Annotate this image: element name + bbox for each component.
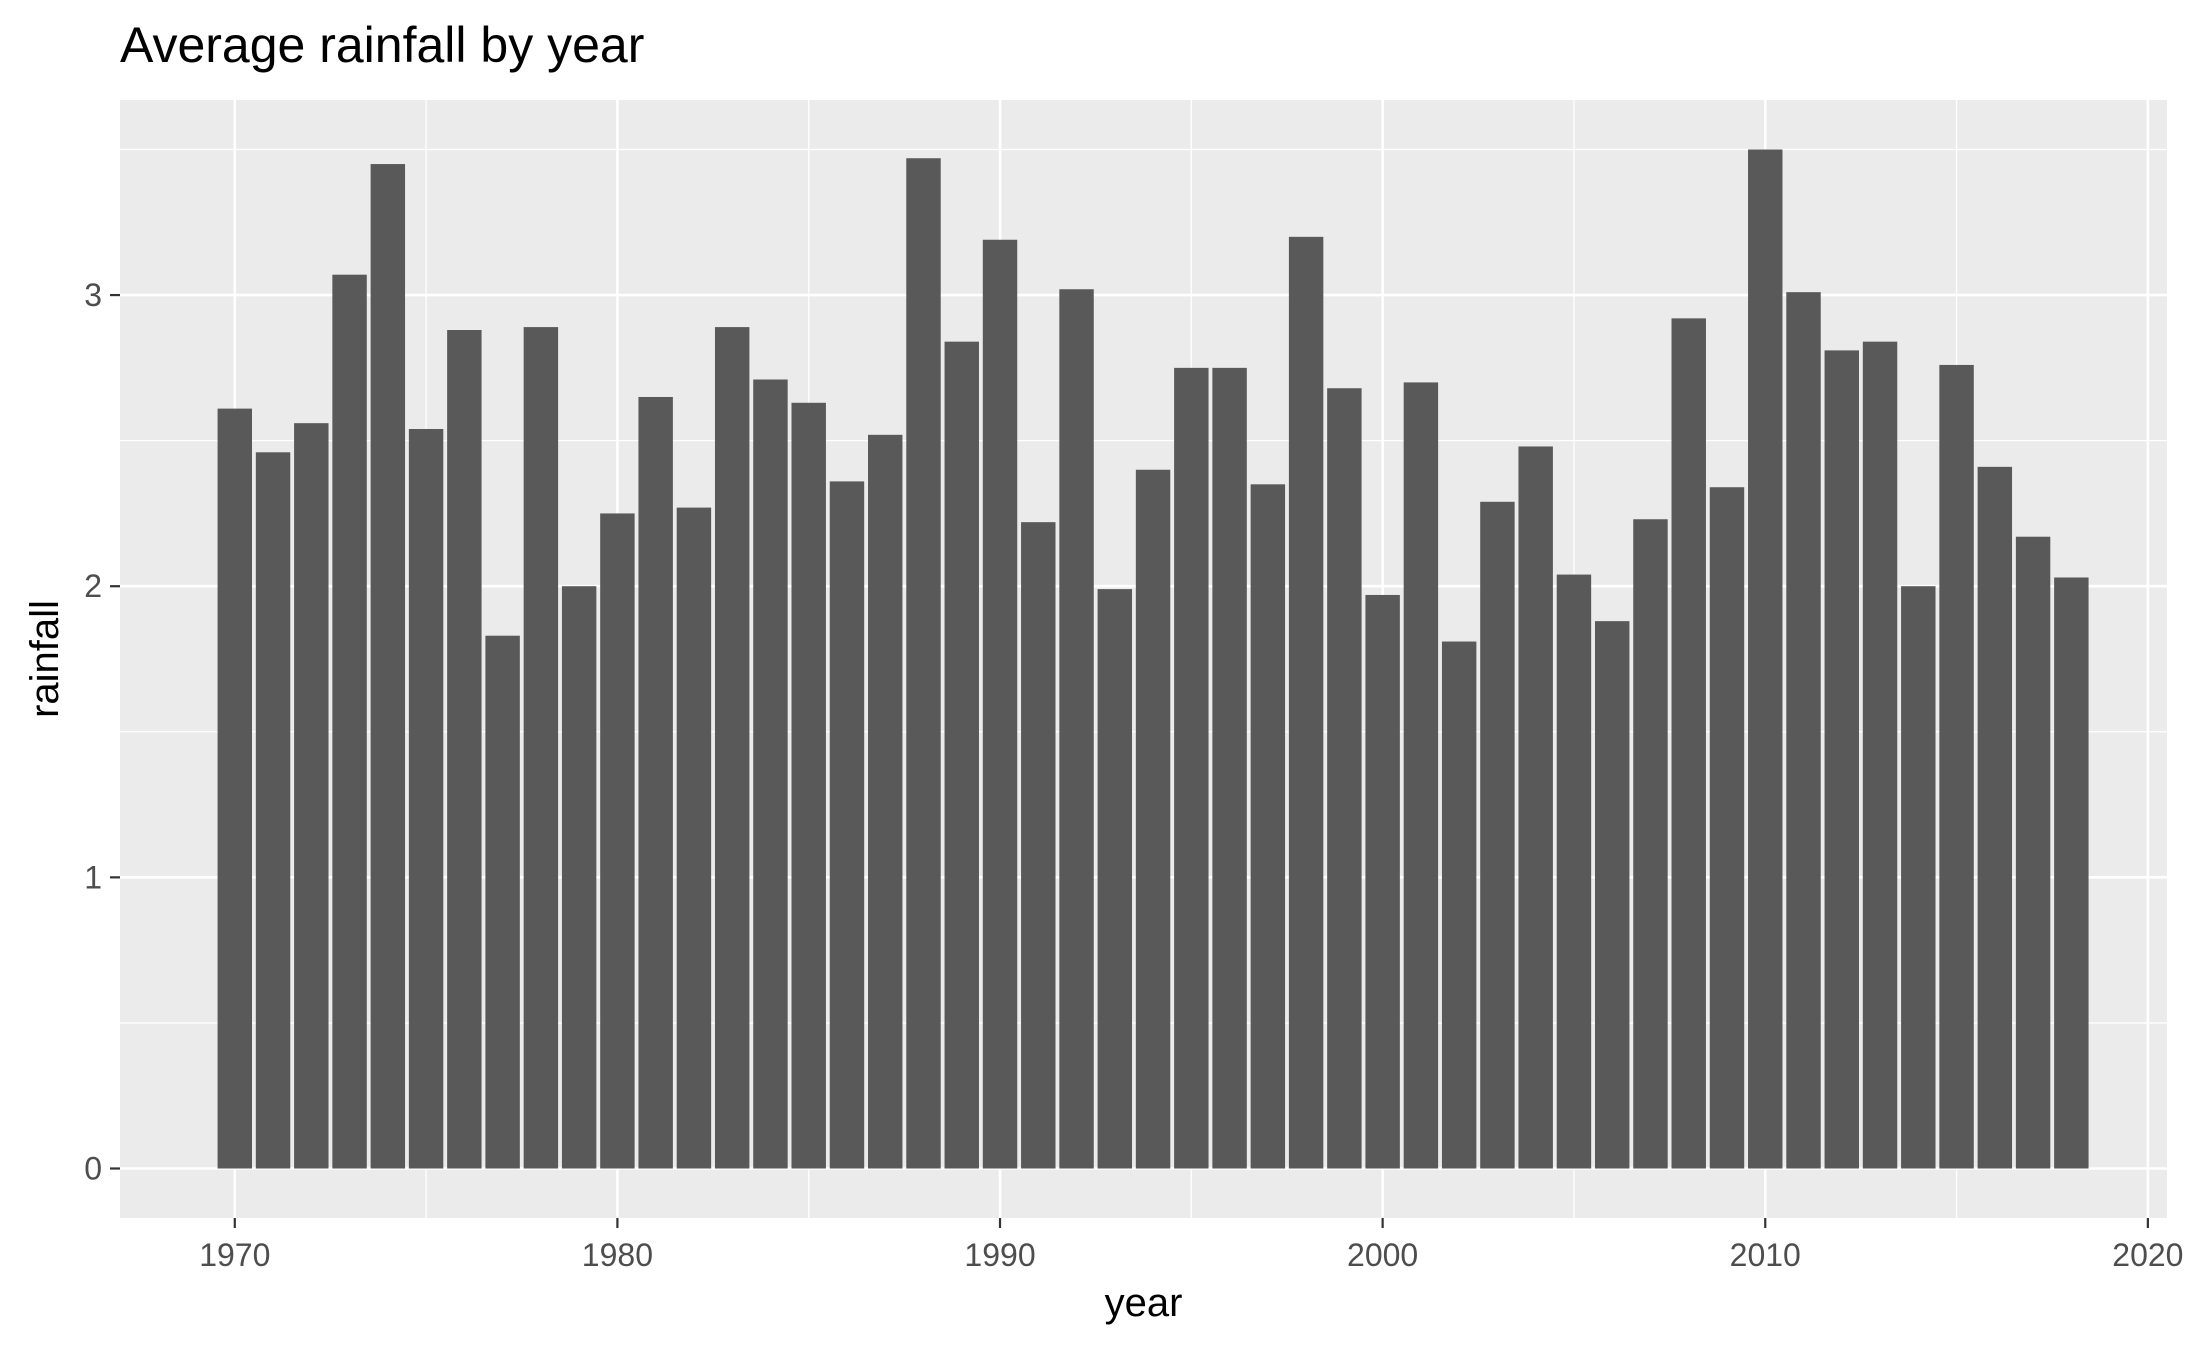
x-tick-label: 2010 xyxy=(1730,1237,1801,1273)
x-axis: 1970 1980 1990 2000 2010 2020 xyxy=(199,1218,2183,1273)
bar xyxy=(1403,382,1439,1169)
bar xyxy=(1594,621,1630,1169)
bar xyxy=(1939,364,1974,1169)
bar xyxy=(1556,574,1592,1169)
chart-title: Average rainfall by year xyxy=(120,17,644,73)
bar xyxy=(447,330,482,1169)
bars xyxy=(217,149,2089,1169)
y-tick-label: 0 xyxy=(84,1151,102,1187)
bar xyxy=(982,239,1018,1169)
bar xyxy=(2015,536,2051,1169)
bar xyxy=(714,327,750,1169)
bar xyxy=(906,158,941,1169)
bar xyxy=(676,507,712,1169)
bar xyxy=(1097,589,1133,1169)
bar xyxy=(485,635,520,1169)
bar xyxy=(1901,586,1936,1169)
bar xyxy=(600,513,635,1169)
bar xyxy=(561,586,597,1169)
bar xyxy=(217,408,253,1169)
bar xyxy=(753,379,788,1169)
x-tick-label: 1990 xyxy=(964,1237,1035,1273)
bar xyxy=(1288,236,1324,1169)
bar xyxy=(255,452,291,1169)
y-tick-label: 3 xyxy=(84,277,102,313)
y-axis: 0 1 2 3 xyxy=(84,277,120,1187)
bar xyxy=(1059,289,1094,1169)
bar xyxy=(1824,350,1859,1169)
x-axis-title: year xyxy=(1105,1281,1183,1325)
bar xyxy=(1671,318,1706,1169)
bar xyxy=(1212,367,1247,1169)
bar xyxy=(332,274,367,1169)
y-tick-label: 2 xyxy=(84,568,102,604)
bar xyxy=(1174,367,1209,1169)
bar xyxy=(829,481,865,1169)
bar xyxy=(1441,641,1477,1169)
bar xyxy=(1021,522,1056,1169)
bar xyxy=(1786,292,1821,1169)
bar xyxy=(1633,519,1668,1169)
bar xyxy=(638,396,673,1169)
bar xyxy=(868,434,903,1169)
bar xyxy=(944,341,979,1169)
bar xyxy=(1862,341,1898,1169)
bar xyxy=(408,428,444,1169)
bar xyxy=(370,164,406,1169)
x-tick-label: 1970 xyxy=(199,1237,270,1273)
bar xyxy=(1480,501,1515,1169)
bar xyxy=(1365,594,1400,1169)
bar xyxy=(791,402,826,1169)
bar xyxy=(1709,487,1745,1169)
x-tick-label: 2020 xyxy=(2112,1237,2183,1273)
bar xyxy=(1135,469,1171,1169)
bar xyxy=(1518,446,1553,1169)
bar xyxy=(1327,388,1362,1169)
bar xyxy=(1250,484,1286,1169)
x-tick-label: 1980 xyxy=(582,1237,653,1273)
bar xyxy=(1977,466,2013,1169)
y-axis-title: rainfall xyxy=(23,600,67,718)
bar xyxy=(1748,149,1783,1169)
y-tick-label: 1 xyxy=(84,859,102,895)
x-tick-label: 2000 xyxy=(1347,1237,1418,1273)
bar xyxy=(523,327,559,1169)
bar xyxy=(2054,577,2089,1169)
bar xyxy=(294,423,329,1169)
